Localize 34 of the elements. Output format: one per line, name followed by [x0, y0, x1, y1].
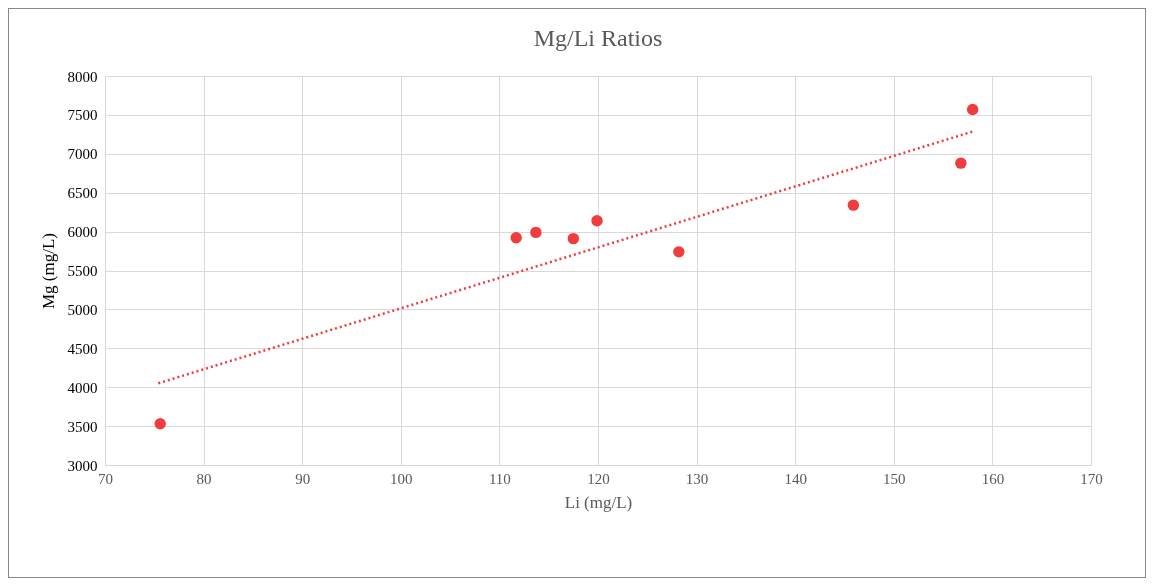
- point: [510, 232, 522, 244]
- x-tick-label: 70: [98, 470, 113, 487]
- point: [567, 232, 580, 245]
- point: [673, 246, 685, 258]
- y-tick-label: 7500: [67, 107, 98, 124]
- y-tick-label: 8000: [67, 68, 98, 85]
- y-tick-label: 6000: [67, 224, 98, 241]
- y-tick-label: 3500: [67, 418, 98, 435]
- y-tick-label: 5000: [67, 301, 98, 318]
- x-tick-label: 120: [587, 470, 610, 487]
- x-tick-label: 130: [685, 470, 709, 487]
- point: [154, 418, 166, 430]
- x-axis-title: Li (mg/L): [564, 492, 633, 512]
- point: [847, 199, 860, 211]
- x-tick-label: 100: [390, 470, 413, 487]
- y-axis-title: Mg (mg/L): [38, 232, 58, 310]
- point: [530, 226, 542, 239]
- point: [591, 215, 603, 227]
- point: [955, 157, 967, 169]
- y-tick-label: 3000: [67, 457, 98, 474]
- y-tick-label: 4500: [67, 340, 98, 357]
- x-tick-label: 110: [488, 470, 511, 487]
- y-tick-label: 6500: [67, 185, 98, 202]
- point: [966, 103, 979, 116]
- x-tick-label: 170: [1080, 470, 1103, 487]
- chart-title: Mg/Li Ratios: [533, 25, 663, 51]
- y-tick-label: 5500: [67, 263, 98, 279]
- y-tick-label: 7000: [67, 146, 98, 163]
- x-tick-label: 150: [883, 470, 906, 487]
- x-tick-label: 160: [981, 470, 1005, 487]
- x-tick-label: 140: [784, 470, 807, 487]
- x-tick-label: 90: [295, 470, 311, 487]
- y-tick-label: 4000: [67, 379, 98, 396]
- x-tick-label: 80: [196, 470, 212, 487]
